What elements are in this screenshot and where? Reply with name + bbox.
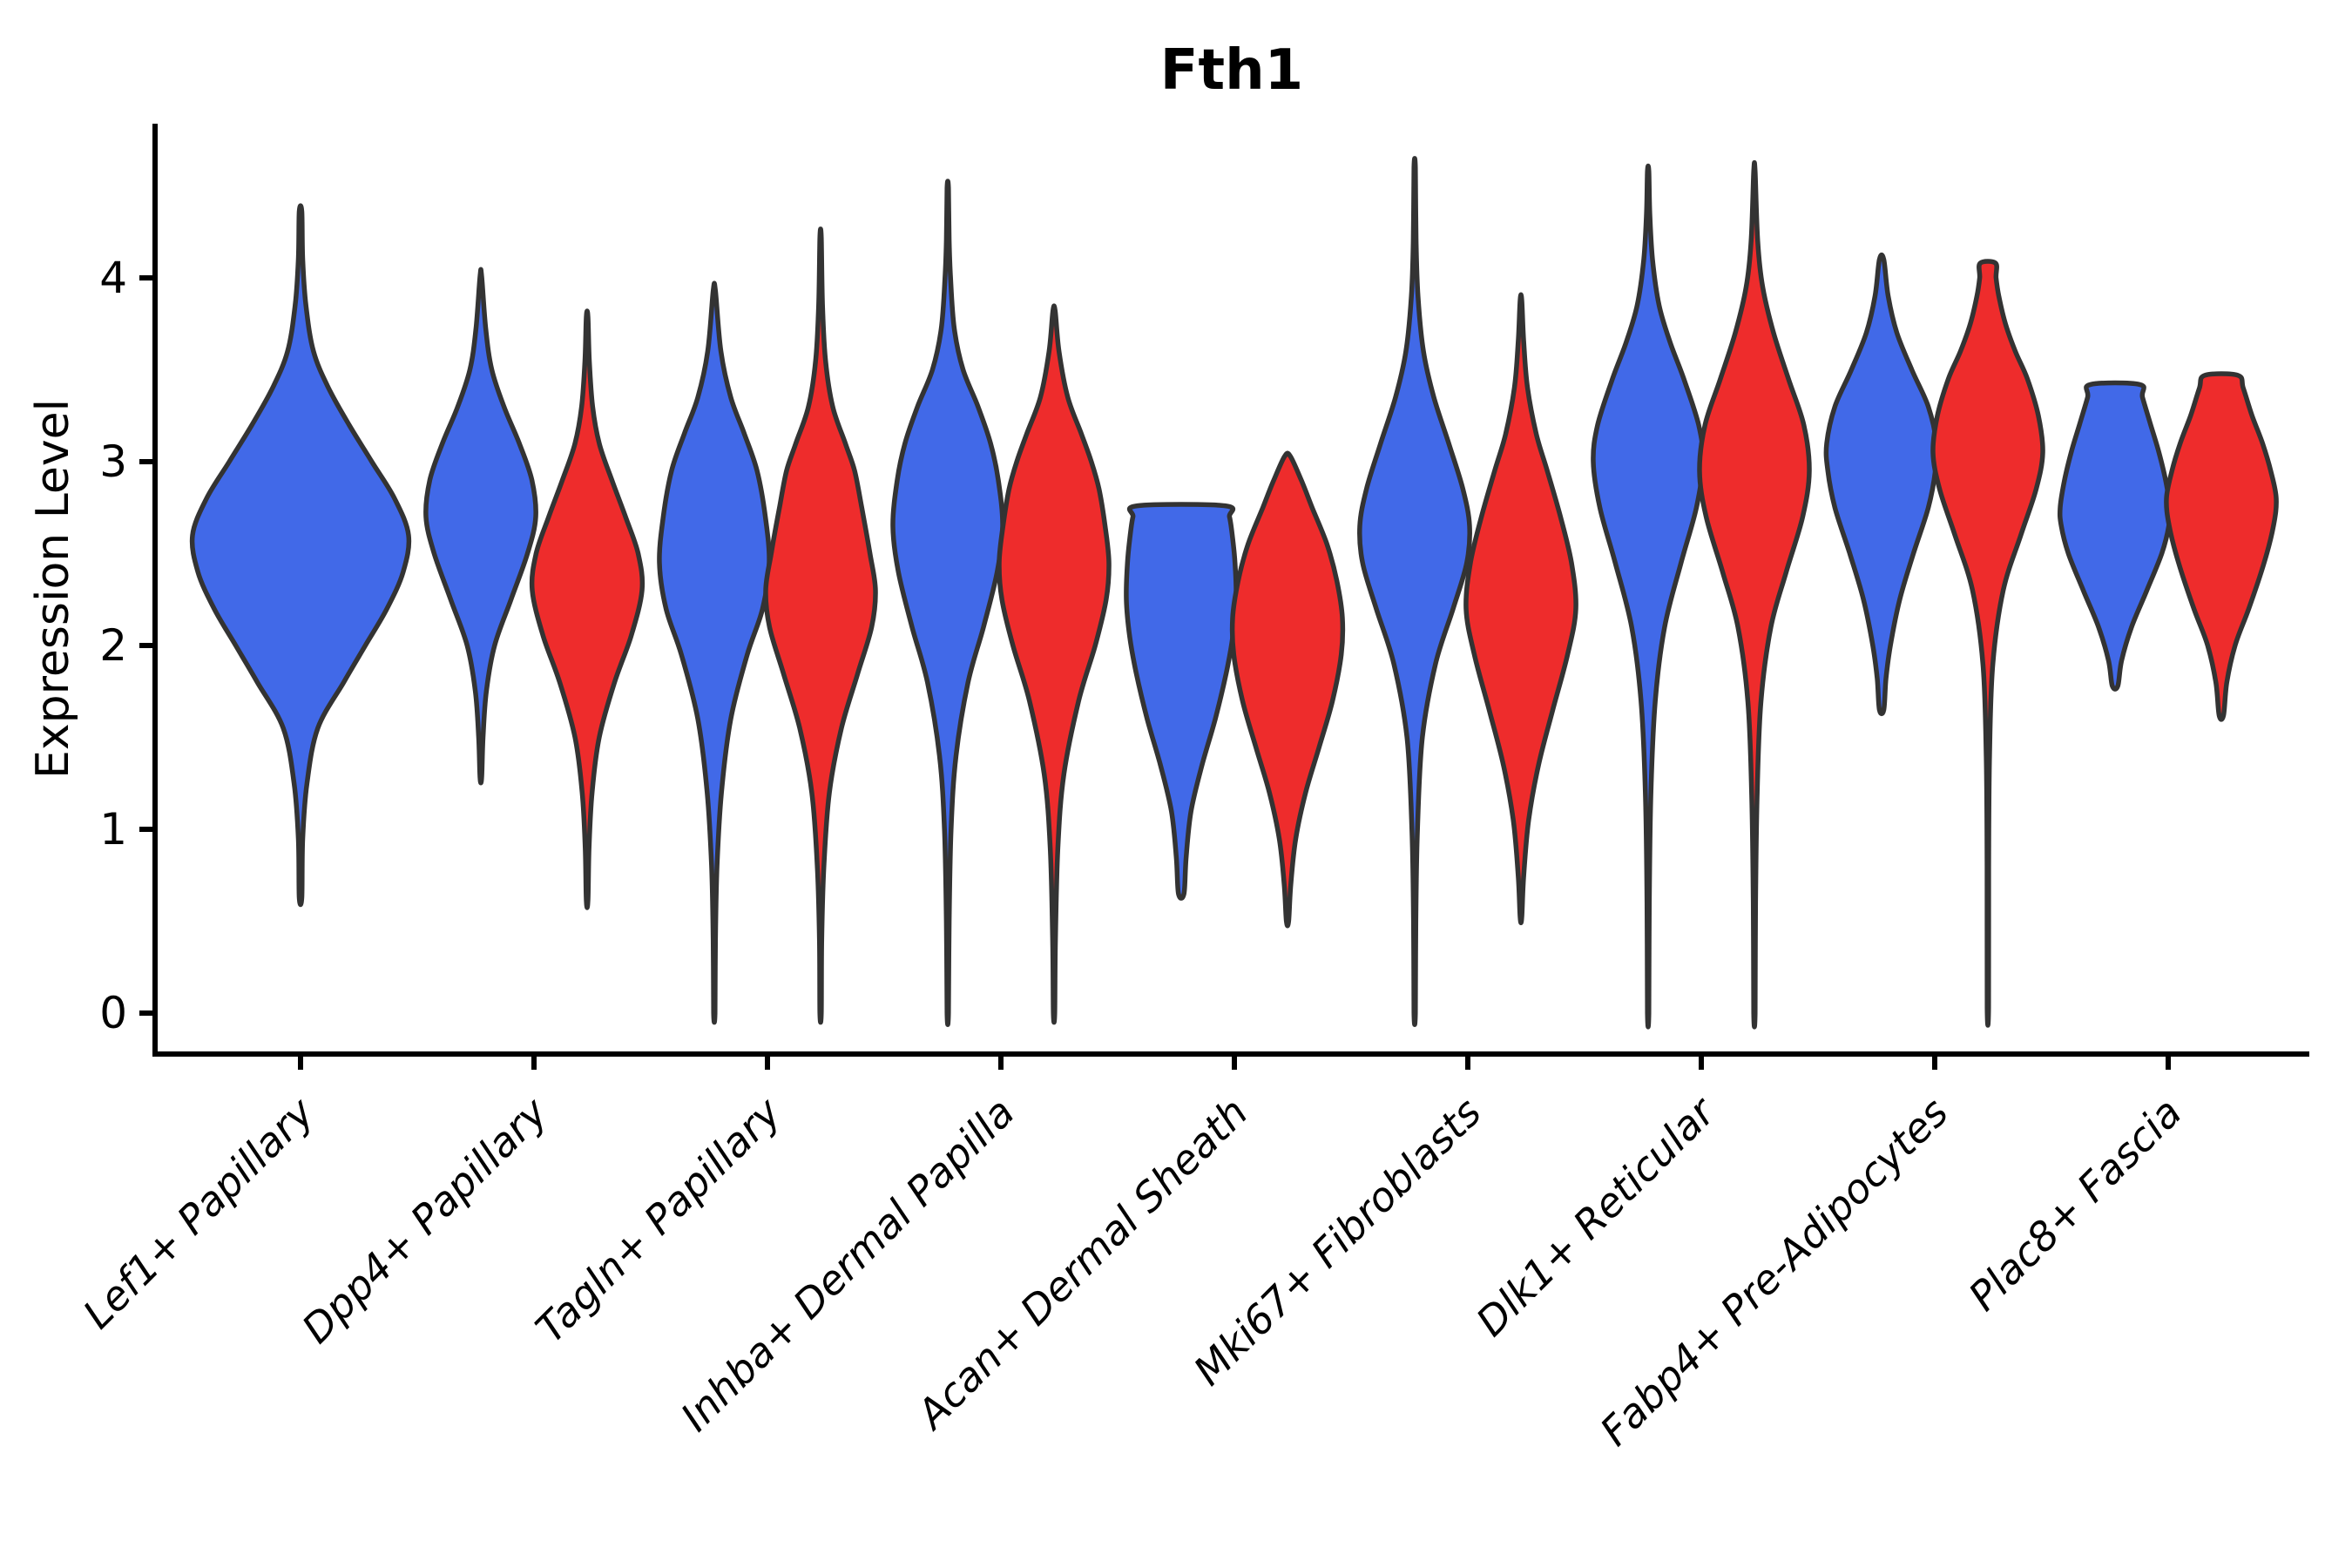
violin-dpp4-papillary-red — [529, 308, 645, 910]
y-axis-label: Expression Level — [27, 399, 79, 779]
violin-tagln-papillary-blue — [657, 280, 772, 1025]
x-tick-label-tagln-papillary: Tagln+ Papillary — [526, 1088, 790, 1352]
violin-dlk1-reticular-blue — [1591, 163, 1706, 1030]
chart-title: Fth1 — [1160, 38, 1303, 103]
violin-plac8-fascia-red — [2164, 371, 2279, 722]
violin-dpp4-papillary-blue — [423, 267, 538, 786]
violin-mki67-fibroblasts-blue — [1357, 156, 1472, 1027]
y-tick-label: 4 — [99, 253, 127, 303]
violin-inhba-dermal-papilla-blue — [890, 179, 1005, 1027]
violin-lef1-papillary-blue — [189, 203, 412, 908]
violin-tagln-papillary-red — [763, 226, 878, 1025]
x-tick-label-dpp4-papillary: Dpp4+ Papillary — [293, 1088, 557, 1352]
violin-mki67-fibroblasts-red — [1463, 292, 1578, 926]
violin-acan-dermal-sheath-blue — [1124, 502, 1239, 901]
x-tick-label-plac8-fascia: Plac8+ Fascia — [1959, 1089, 2190, 1320]
y-tick-label: 2 — [99, 620, 127, 671]
y-tick-label: 1 — [99, 804, 127, 855]
y-tick-label: 3 — [99, 436, 127, 487]
x-tick-label-dlk1-reticular: Dlk1+ Reticular — [1467, 1086, 1726, 1345]
violin-inhba-dermal-papilla-red — [997, 303, 1112, 1025]
x-tick-label-lef1-papillary: Lef1+ Papillary — [74, 1088, 323, 1337]
violin-fabp4-pre-adipocytes-red — [1930, 259, 2045, 1028]
violin-plac8-fascia-blue — [2057, 380, 2173, 692]
violin-acan-dermal-sheath-red — [1229, 450, 1346, 929]
y-tick-label: 0 — [99, 988, 127, 1038]
violins-layer — [189, 156, 2279, 1030]
violin-dlk1-reticular-red — [1697, 159, 1812, 1030]
axis-spines — [152, 124, 2309, 1057]
violin-fabp4-pre-adipocytes-blue — [1823, 252, 1940, 717]
